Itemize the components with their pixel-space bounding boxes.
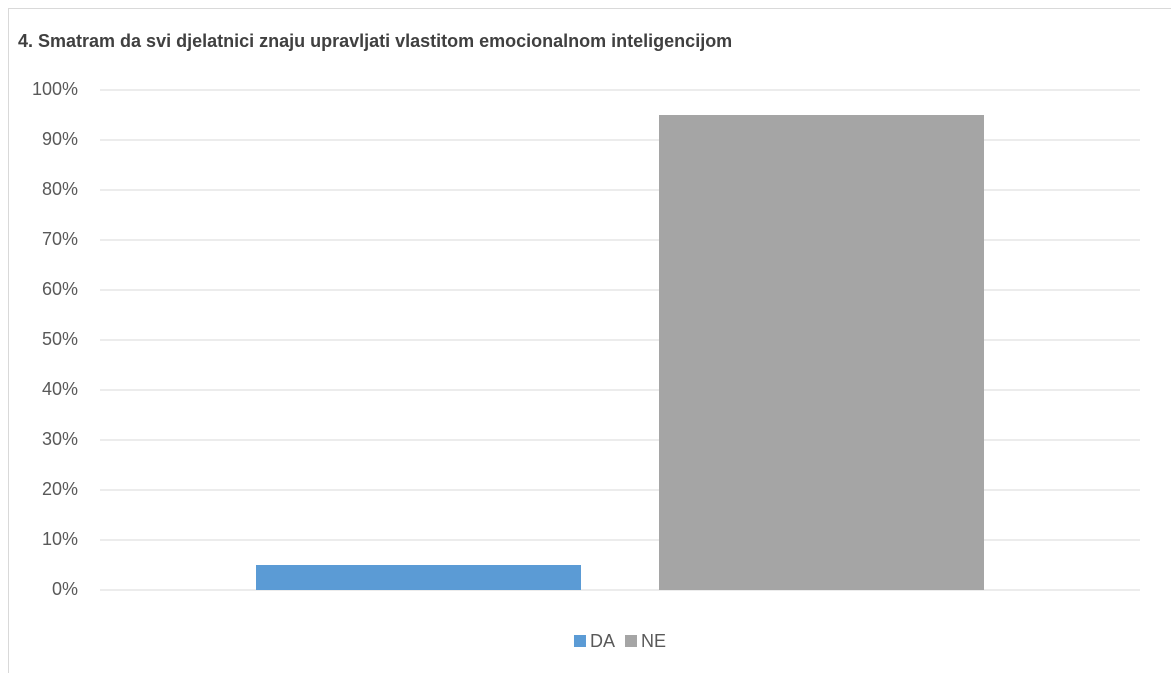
y-tick-label: 40%: [42, 379, 78, 399]
bar: [256, 565, 581, 590]
y-tick-label: 0%: [52, 579, 78, 599]
chart-title: 4. Smatram da svi djelatnici znaju uprav…: [18, 31, 732, 51]
y-tick-label: 20%: [42, 479, 78, 499]
y-tick-label: 10%: [42, 529, 78, 549]
legend-label: DA: [590, 631, 615, 651]
y-tick-label: 60%: [42, 279, 78, 299]
chart-border: [8, 8, 1171, 673]
y-tick-label: 90%: [42, 129, 78, 149]
y-tick-label: 100%: [32, 79, 78, 99]
y-tick-label: 80%: [42, 179, 78, 199]
bar: [659, 115, 984, 590]
legend-swatch: [625, 635, 637, 647]
legend-swatch: [573, 635, 586, 647]
legend-label: NE: [641, 631, 666, 651]
y-tick-label: 30%: [42, 429, 78, 449]
y-tick-label: 50%: [42, 329, 78, 349]
y-tick-label: 70%: [42, 229, 78, 249]
